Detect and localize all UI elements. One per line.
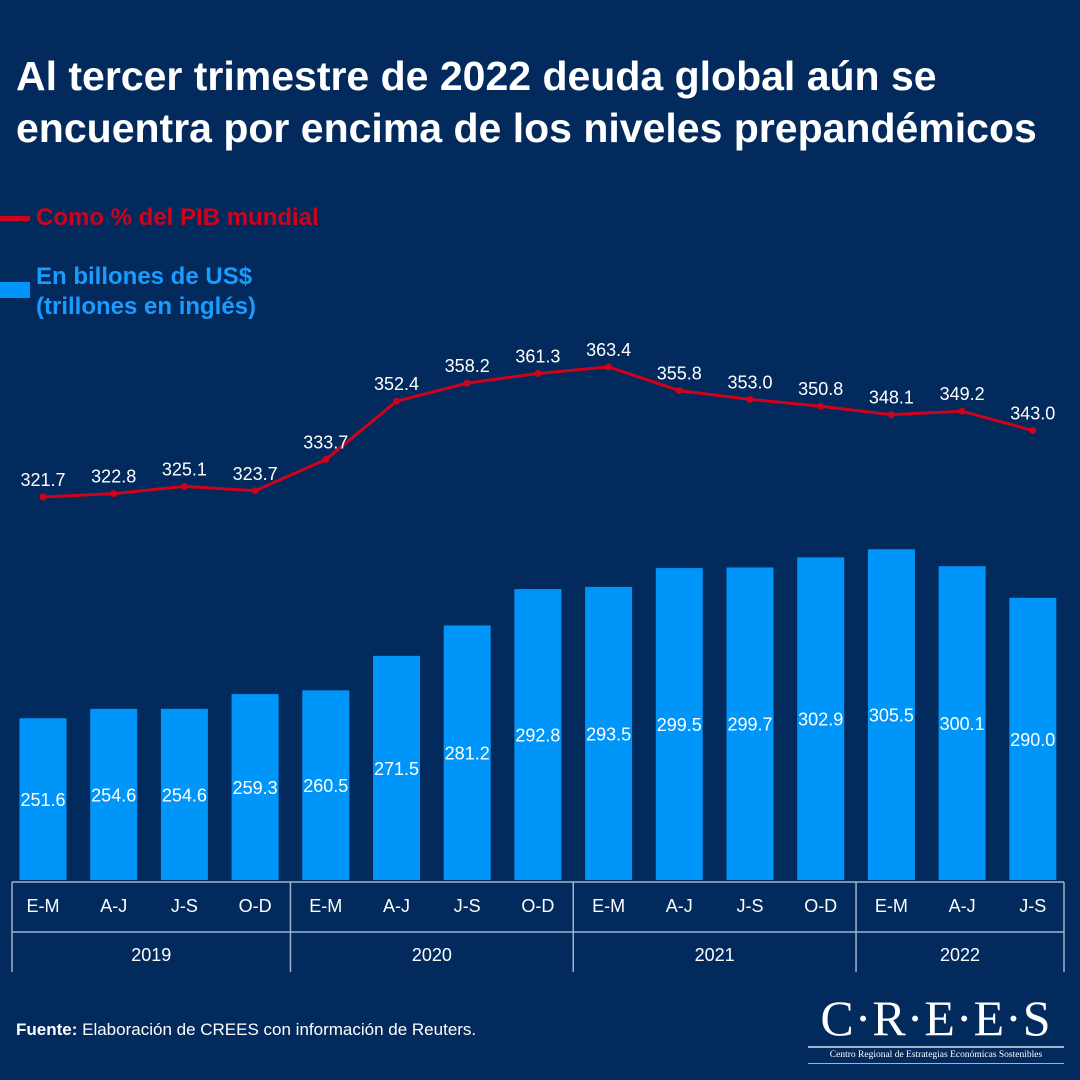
legend-bars: En billones de US$ (trillones en inglés)	[0, 262, 257, 322]
bar	[655, 568, 703, 880]
legend-line-swatch	[0, 216, 30, 221]
legend-bar-label-2: (trillones en inglés)	[36, 293, 257, 320]
bar-value-label: 259.3	[233, 778, 278, 798]
bar	[585, 586, 633, 880]
legend-bar-swatch	[0, 282, 30, 298]
quarter-tick-label: A-J	[949, 896, 976, 916]
line-point	[746, 395, 754, 403]
line-point	[534, 369, 542, 377]
quarter-tick-label: J-S	[171, 896, 198, 916]
chart-title: Al tercer trimestre de 2022 deuda global…	[16, 53, 1037, 151]
year-label: 2021	[695, 945, 735, 965]
line-point	[817, 402, 825, 410]
bar-value-label: 292.8	[515, 726, 560, 746]
quarter-tick-label: E-M	[592, 896, 625, 916]
bar-value-label: 302.9	[798, 710, 843, 730]
year-label: 2020	[412, 945, 452, 965]
bar-value-label: 299.5	[657, 715, 702, 735]
line-point	[39, 493, 47, 501]
line-value-label: 355.8	[657, 364, 702, 384]
legend-bar-label: En billones de US$	[36, 263, 253, 290]
quarter-tick-label: A-J	[100, 896, 127, 916]
quarter-tick-label: J-S	[454, 896, 481, 916]
legend-line-label: Como % del PIB mundial	[36, 204, 319, 231]
bar-value-label: 260.5	[303, 776, 348, 796]
bar-value-label: 300.1	[940, 714, 985, 734]
bar	[514, 589, 562, 880]
quarter-tick-label: O-D	[804, 896, 837, 916]
line-value-label: 349.2	[940, 384, 985, 404]
line-value-label: 348.1	[869, 388, 914, 408]
bar-value-label: 281.2	[445, 744, 490, 764]
bar	[1009, 597, 1057, 880]
line-point	[251, 487, 259, 495]
line-point	[1029, 427, 1037, 435]
bar-value-label: 254.6	[162, 785, 207, 805]
bar	[443, 625, 491, 880]
bar-value-label: 290.0	[1010, 730, 1055, 750]
quarter-tick-label: O-D	[521, 896, 554, 916]
bar	[797, 557, 845, 880]
line-point	[887, 411, 895, 419]
line-value-label: 322.8	[91, 467, 136, 487]
line-point	[322, 456, 330, 464]
line-point	[605, 363, 613, 371]
line-value-label: 321.7	[20, 470, 65, 490]
line-value-label: 350.8	[798, 379, 843, 399]
bar	[938, 566, 986, 880]
quarter-tick-label: J-S	[1019, 896, 1046, 916]
line-value-label: 363.4	[586, 340, 631, 360]
line-value-label: 353.0	[727, 372, 772, 392]
bar	[726, 567, 774, 880]
bar	[867, 549, 915, 880]
bar-value-label: 254.6	[91, 785, 136, 805]
bar-value-label: 293.5	[586, 724, 631, 744]
line-point	[180, 482, 188, 490]
bar-value-label: 299.7	[727, 715, 772, 735]
line-value-label: 333.7	[303, 433, 348, 453]
source-note: Fuente: Elaboración de CREES con informa…	[16, 1020, 476, 1040]
year-label: 2019	[131, 945, 171, 965]
line-value-label: 343.0	[1010, 404, 1055, 424]
line-point	[463, 379, 471, 387]
source-text: Elaboración de CREES con información de …	[77, 1020, 477, 1039]
line-point	[393, 397, 400, 405]
legend-line: Como % del PIB mundial	[0, 203, 319, 233]
bar	[302, 690, 350, 880]
line-value-label: 325.1	[162, 459, 207, 479]
line-point	[110, 490, 118, 498]
source-label: Fuente:	[16, 1020, 78, 1039]
bar-value-label: 251.6	[20, 790, 65, 810]
line-value-label: 358.2	[445, 356, 490, 376]
quarter-tick-label: J-S	[737, 896, 764, 916]
quarter-tick-label: O-D	[239, 896, 272, 916]
quarter-tick-label: E-M	[27, 896, 60, 916]
line-point	[675, 387, 683, 395]
year-label: 2022	[940, 945, 980, 965]
bar-value-label: 305.5	[869, 706, 914, 726]
quarter-tick-label: E-M	[875, 896, 908, 916]
line-value-label: 323.7	[233, 464, 278, 484]
bar	[373, 655, 420, 880]
crees-logo: C·R·E·E·S Centro Regional de Estrategias…	[808, 992, 1064, 1068]
quarter-tick-label: A-J	[666, 896, 693, 916]
line-value-label: 352.4	[374, 374, 419, 394]
bar	[160, 708, 208, 880]
line-point	[958, 407, 966, 415]
bar-value-label: 271.5	[374, 759, 419, 779]
line-value-label: 361.3	[515, 346, 560, 366]
quarter-tick-label: A-J	[383, 896, 410, 916]
bar	[231, 694, 279, 880]
bar	[19, 718, 67, 880]
quarter-tick-label: E-M	[309, 896, 342, 916]
bar	[90, 708, 138, 880]
